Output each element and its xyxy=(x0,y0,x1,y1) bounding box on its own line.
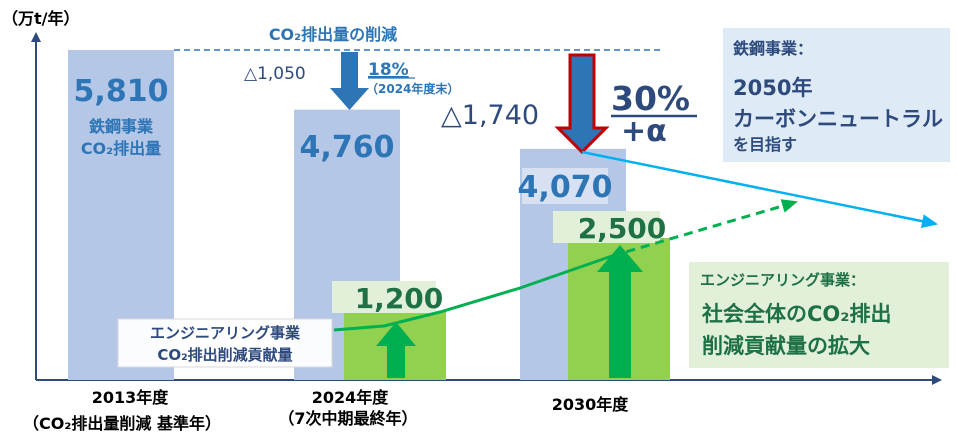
steel-callout-box xyxy=(723,28,950,162)
reduction-title: CO₂排出量の削減 xyxy=(269,25,397,44)
reduction-value-2024: △1,050 xyxy=(244,64,306,84)
steel-value-2013: 5,810 xyxy=(74,74,169,109)
steel-value-2030: 4,070 xyxy=(518,170,613,205)
reduction-value-2030: △1,740 xyxy=(441,100,539,131)
eng-callout-box xyxy=(689,262,949,368)
eng-value-2030: 2,500 xyxy=(578,212,667,245)
eng-label-line1: エンジニアリング事業 xyxy=(150,324,301,342)
steel-trend-line xyxy=(581,150,938,229)
steel-callout-title: 鉄鋼事業： xyxy=(733,39,813,58)
steel-bar-label-line1: 鉄鋼事業 xyxy=(89,117,154,136)
steel-callout-line3: を目指す xyxy=(733,135,797,154)
category-note-2024: （7次中期最終年） xyxy=(278,409,417,428)
reduction-percent-2024: 18% xyxy=(368,60,409,80)
eng-value-2024: 1,200 xyxy=(355,282,444,315)
reduction-note-2024: （2024年度末） xyxy=(366,81,459,96)
eng-label-box xyxy=(117,318,333,368)
eng-arrow-2030 xyxy=(597,245,643,378)
category-label-2013: 2013年度 xyxy=(92,388,170,407)
reduction-percent-2030: 30% xyxy=(611,79,690,118)
eng-arrow-2024 xyxy=(376,322,416,378)
category-label-2030: 2030年度 xyxy=(552,395,630,414)
steel-bar-label-line2: CO₂排出量 xyxy=(81,139,161,158)
eng-trend-dashed xyxy=(611,199,798,258)
category-label-2024: 2024年度 xyxy=(312,388,390,407)
steel-value-2030-bg xyxy=(522,168,608,204)
reduction-arrow-2030 xyxy=(554,53,610,155)
eng-value-2030-bg xyxy=(553,211,660,243)
unit-label: （万t/年） xyxy=(2,9,80,28)
eng-label-line2: CO₂排出削減貢献量 xyxy=(157,346,292,364)
steel-value-2024: 4,760 xyxy=(300,130,395,165)
eng-trend-solid xyxy=(333,254,613,332)
steel-callout-line1: 2050年 xyxy=(733,76,812,100)
category-note-2013: （CO₂排出量削減 基準年） xyxy=(23,414,221,433)
eng-value-2024-bg xyxy=(332,281,436,313)
reduction-plus-alpha: +α xyxy=(621,114,667,149)
eng-callout-title: エンジニアリング事業： xyxy=(700,271,865,289)
eng-callout-line2: 削減貢献量の拡大 xyxy=(702,334,870,358)
eng-callout-line1: 社会全体のCO₂排出 xyxy=(701,302,891,326)
reduction-arrow-2024 xyxy=(330,52,369,110)
steel-callout-line2: カーボンニュートラル xyxy=(733,107,943,131)
